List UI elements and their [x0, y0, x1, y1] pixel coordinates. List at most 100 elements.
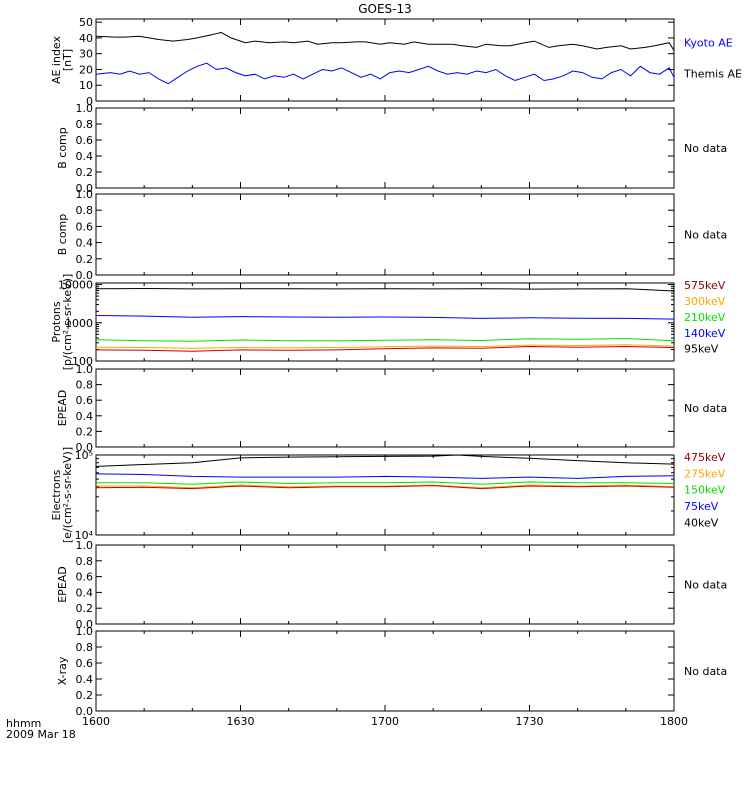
y-axis-label: B comp: [56, 127, 69, 169]
y-tick-label: 1.0: [76, 363, 94, 376]
y-tick-label: 0.2: [76, 253, 94, 266]
y-tick-label: 0.8: [76, 641, 94, 654]
y-tick-label: 0: [86, 95, 93, 108]
panel-frame: [95, 454, 675, 536]
legend-475kev: 475keV: [684, 451, 726, 464]
y-axis-label: EPEAD: [56, 390, 69, 427]
y-tick-label: 100: [72, 355, 93, 368]
no-data-label: No data: [684, 142, 727, 155]
panel-2: 0.0 0.2 0.4 0.6 0.8 1.0 B comp No data: [56, 102, 727, 195]
panel-5: 0.0 0.2 0.4 0.6 0.8 1.0 EPEAD No data: [56, 363, 727, 454]
x-tick-label: 1600: [82, 715, 110, 728]
panel-3: 0.0 0.2 0.4 0.6 0.8 1.0 B comp No data: [56, 188, 727, 282]
panel-frame: [95, 193, 675, 276]
y-axis-label: X-ray: [56, 656, 69, 685]
y-tick-label: 0.0: [76, 182, 94, 195]
y-tick-label: 0.4: [76, 150, 94, 163]
y-tick-label: 0.0: [76, 441, 94, 454]
x-tick-label: 1800: [660, 715, 688, 728]
panel-frame: [95, 544, 675, 625]
y-tick-label: 0.0: [76, 705, 94, 718]
date-label: 2009 Mar 18: [6, 728, 76, 741]
legend-150kev: 150keV: [684, 484, 726, 497]
time-unit-label: hhmm: [6, 717, 41, 730]
series-line-575kev: [95, 345, 675, 352]
y-axis-units: [nT]: [61, 49, 74, 71]
y-tick-label: 30: [79, 48, 93, 61]
legend-300kev: 300keV: [684, 295, 726, 308]
y-tick-label: 1.0: [76, 188, 94, 201]
no-data-label: No data: [684, 229, 727, 242]
y-tick-label: 0.6: [76, 657, 94, 670]
legend-kyoto-ae: Kyoto AE: [684, 37, 733, 50]
y-tick-label: 0.8: [76, 555, 94, 568]
y-tick-label: 0.0: [76, 618, 94, 631]
panel-7: 0.0 0.2 0.4 0.6 0.8 1.0 EPEAD No data: [56, 539, 727, 631]
legend-40kev: 40keV: [684, 516, 719, 529]
y-tick-label: 20: [79, 63, 93, 76]
y-tick-label: 10: [79, 79, 93, 92]
x-tick-label: 1630: [227, 715, 255, 728]
series-line-kyoto-ae: [95, 31, 675, 51]
legend-75kev: 75keV: [684, 500, 719, 513]
y-tick-label: 0.2: [76, 166, 94, 179]
panel-4: 100 1000 10000 Protons[p/(cm²-s-sr-keV)] 575…: [50, 274, 726, 371]
series-line-150kev: [96, 481, 675, 485]
y-axis-label: EPEAD: [56, 566, 69, 603]
plot-title: GOES-13: [358, 2, 412, 16]
y-tick-label: 50: [79, 16, 93, 29]
panel-1: 0 10 20 30 40 50 AE index[nT] Kyoto AE Themis AE: [50, 16, 742, 108]
y-tick-label: 0.6: [76, 394, 94, 407]
series-line-themis-ae: [95, 62, 675, 85]
panel-frame: [95, 282, 675, 362]
y-axis-label: B comp: [56, 214, 69, 256]
legend-140kev: 140keV: [684, 327, 726, 340]
series-line-475kev: [95, 485, 675, 490]
y-tick-label: 10⁵: [75, 449, 93, 462]
panel-frame: [95, 18, 675, 102]
panel-frame: [95, 630, 675, 712]
y-tick-label: 0.4: [76, 237, 94, 250]
y-tick-label: 0.6: [76, 571, 94, 584]
legend-275kev: 275keV: [684, 467, 726, 480]
y-tick-label: 0.8: [76, 204, 94, 217]
y-tick-label: 0.2: [76, 689, 94, 702]
y-axis-label: Protons: [50, 301, 63, 342]
y-tick-label: 0.4: [76, 586, 94, 599]
series-line-210kev: [95, 338, 675, 342]
series-line-275kev: [96, 484, 675, 489]
legend-210kev: 210keV: [684, 311, 726, 324]
no-data-label: No data: [684, 665, 727, 678]
y-tick-label: 0.6: [76, 134, 94, 147]
series-line-95kev: [95, 287, 675, 292]
y-tick-label: 10⁴: [75, 529, 94, 542]
panel-8: 0.0 0.2 0.4 0.6 0.8 1.0 X-ray No data: [56, 625, 727, 718]
panel-frame: [95, 107, 675, 189]
legend-575kev: 575keV: [684, 279, 726, 292]
legend-themis-ae: Themis AE: [683, 68, 742, 81]
y-tick-label: 0.8: [76, 118, 94, 131]
series-line-300kev: [95, 344, 675, 349]
y-tick-label: 10000: [58, 279, 93, 292]
legend-95kev: 95keV: [684, 343, 719, 356]
panel-6: 10⁴ 10⁵ Electrons[e/(cm²-s-sr-keV)] 475keV 2…: [50, 447, 726, 543]
y-tick-label: 0.2: [76, 602, 94, 615]
y-tick-label: 1.0: [76, 539, 94, 552]
y-tick-label: 40: [79, 32, 93, 45]
y-tick-label: 1.0: [76, 625, 94, 638]
y-tick-label: 1000: [65, 317, 93, 330]
y-axis-units: [p/(cm²-s-sr-keV)]: [61, 274, 74, 371]
y-tick-label: 0.0: [76, 269, 94, 282]
series-line-140kev: [95, 315, 675, 320]
y-tick-label: 0.8: [76, 379, 94, 392]
y-axis-units: [e/(cm²-s-sr-keV)]: [61, 447, 74, 543]
x-tick-label: 1730: [516, 715, 544, 728]
y-tick-label: 0.4: [76, 673, 94, 686]
series-line-75kev: [95, 473, 675, 479]
y-axis-label: Electrons: [50, 469, 63, 520]
no-data-label: No data: [684, 402, 727, 415]
y-tick-label: 1.0: [76, 102, 94, 115]
no-data-label: No data: [684, 579, 727, 592]
